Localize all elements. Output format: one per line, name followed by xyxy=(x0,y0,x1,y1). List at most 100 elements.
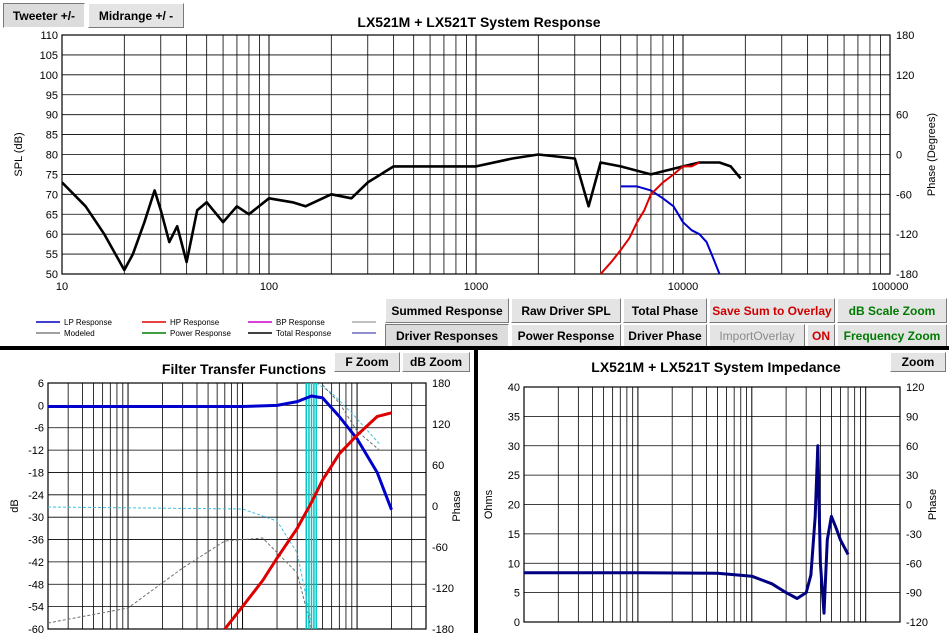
driver-phase-button[interactable]: Driver Phase xyxy=(623,324,707,346)
power-response-button[interactable]: Power Response xyxy=(511,324,621,346)
save-sum-overlay-button[interactable]: Save Sum to Overlay xyxy=(709,298,835,323)
y2-tick-label: -60 xyxy=(432,542,448,554)
total-phase-button[interactable]: Total Phase xyxy=(623,298,707,323)
y-tick-label: 55 xyxy=(46,249,58,261)
x-tick-label: 100000 xyxy=(872,281,909,293)
y2-tick-label: 180 xyxy=(432,378,450,390)
series-line-lp xyxy=(48,394,393,511)
legend-label: Power Response xyxy=(170,329,231,338)
y2-tick-label: 120 xyxy=(432,419,450,431)
db-scale-zoom-button[interactable]: dB Scale Zoom xyxy=(837,298,947,323)
filter-db-zoom-button[interactable]: dB Zoom xyxy=(402,352,470,372)
lp-phase-trace xyxy=(48,506,312,624)
legend-label: BP Response xyxy=(276,318,325,327)
chart-title: Filter Transfer Functions xyxy=(162,361,326,377)
y-tick-label: 40 xyxy=(508,382,520,394)
filter-transfer-panel: -60 -54 -48 -42 -36 -30 -24 -18 -12 -6 0 6 -180 -120-… xyxy=(0,350,474,633)
chart-title: LX521M + LX521T System Response xyxy=(357,14,600,30)
x-tick-label: 10000 xyxy=(668,281,699,293)
y-tick-label: 0 xyxy=(38,400,44,412)
y-tick-label: -42 xyxy=(28,557,44,569)
y2-tick-label: 120 xyxy=(896,70,914,82)
y-tick-label: -6 xyxy=(34,423,44,435)
plot-frame xyxy=(523,386,901,623)
y-axis-label: Ohms xyxy=(483,489,495,519)
y2-tick-label: -30 xyxy=(906,529,922,541)
y-tick-label: 20 xyxy=(508,500,520,512)
y-tick-label: 75 xyxy=(46,169,58,181)
hp-modeled-phase-trace xyxy=(322,384,381,452)
y-tick-label: 90 xyxy=(46,110,58,122)
y2-tick-label: 120 xyxy=(906,382,924,394)
system-response-panel: 50 55 60 65 70 75 80 85 90 95 100 105 110 -180 -120 -60… xyxy=(0,0,949,346)
series-line-lp-response xyxy=(620,185,721,274)
y2-tick-label: 60 xyxy=(896,110,908,122)
y2-tick-label: 90 xyxy=(906,411,918,423)
y2-axis-label: Phase xyxy=(927,489,939,520)
y2-tick-label: -60 xyxy=(896,189,912,201)
y-tick-label: 50 xyxy=(46,269,58,281)
tweeter-button[interactable]: Tweeter +/- xyxy=(3,3,85,28)
legend-label: Total Response xyxy=(276,329,332,338)
frequency-zoom-button[interactable]: Frequency Zoom xyxy=(837,324,947,346)
import-overlay-button[interactable]: ImportOverlay xyxy=(709,324,805,346)
y-tick-label: -24 xyxy=(28,490,44,502)
y-tick-label: 85 xyxy=(46,130,58,142)
y-tick-label: 65 xyxy=(46,209,58,221)
y-axis-label: dB xyxy=(9,499,21,512)
y-tick-label: 10 xyxy=(508,558,520,570)
y-tick-label: 95 xyxy=(46,90,58,102)
system-impedance-chart: 0 5 10 15 20 25 30 35 40 -120 -90 -60 -30 0 30 60 90 120 L… xyxy=(483,359,939,629)
series-line-total-response xyxy=(62,153,742,272)
midrange-button[interactable]: Midrange +/ - xyxy=(88,3,184,28)
series-line-hp-response xyxy=(599,161,700,274)
y2-tick-label: 60 xyxy=(432,460,444,472)
y-tick-label: -18 xyxy=(28,467,44,479)
y2-tick-label: -180 xyxy=(896,269,918,281)
y2-axis-label: Phase (Degrees) xyxy=(926,113,938,196)
filter-transfer-chart: -60-54-48-42-36-30-24-18-12-606-180-120-… xyxy=(9,361,463,633)
legend-label: LP Response xyxy=(64,318,112,327)
y2-axis-label: Phase xyxy=(451,490,463,521)
series-line-impedance xyxy=(524,444,850,615)
plot-frame xyxy=(61,34,891,275)
overlay-on-toggle[interactable]: ON xyxy=(807,324,835,346)
y-tick-label: -12 xyxy=(28,445,44,457)
legend-label: Modeled xyxy=(64,329,95,338)
x-tick-label: 10 xyxy=(56,281,68,293)
raw-driver-spl-button[interactable]: Raw Driver SPL xyxy=(511,298,621,323)
hp-phase-trace xyxy=(315,383,381,446)
y-tick-label: -30 xyxy=(28,512,44,524)
series-line-hp xyxy=(223,411,392,629)
y-tick-label: 100 xyxy=(40,70,58,82)
y-tick-label: -60 xyxy=(28,624,44,633)
y-tick-label: 15 xyxy=(508,529,520,541)
y-tick-label: 5 xyxy=(514,588,520,600)
y2-tick-label: 180 xyxy=(896,30,914,42)
y-tick-label: 25 xyxy=(508,470,520,482)
y2-tick-label: -90 xyxy=(906,588,922,600)
y2-tick-label: -60 xyxy=(906,558,922,570)
y2-tick-label: -120 xyxy=(896,229,918,241)
modeled-phase-trace xyxy=(48,537,312,629)
y2-tick-label: -180 xyxy=(432,624,454,633)
x-tick-label: 100 xyxy=(260,281,278,293)
chart-title: LX521M + LX521T System Impedance xyxy=(591,359,841,375)
y-axis-label: SPL (dB) xyxy=(13,132,25,176)
impedance-zoom-button[interactable]: Zoom xyxy=(890,352,946,372)
y2-tick-label: 30 xyxy=(906,470,918,482)
y-tick-label: 60 xyxy=(46,229,58,241)
y2-tick-label: -120 xyxy=(432,583,454,595)
f-zoom-button[interactable]: F Zoom xyxy=(334,352,400,372)
driver-responses-button[interactable]: Driver Responses xyxy=(385,324,509,346)
plot-frame xyxy=(47,382,427,630)
y-tick-label: 105 xyxy=(40,50,58,62)
y-tick-label: 6 xyxy=(38,378,44,390)
y2-tick-label: 0 xyxy=(896,150,902,162)
y-tick-label: -48 xyxy=(28,579,44,591)
system-impedance-panel: 0 5 10 15 20 25 30 35 40 -120 -90 -60 -30 0 30 60 90 120 L… xyxy=(478,350,949,633)
y-tick-label: 35 xyxy=(508,411,520,423)
y2-tick-label: 60 xyxy=(906,441,918,453)
y-tick-label: 70 xyxy=(46,189,58,201)
summed-response-button[interactable]: Summed Response xyxy=(385,298,509,323)
